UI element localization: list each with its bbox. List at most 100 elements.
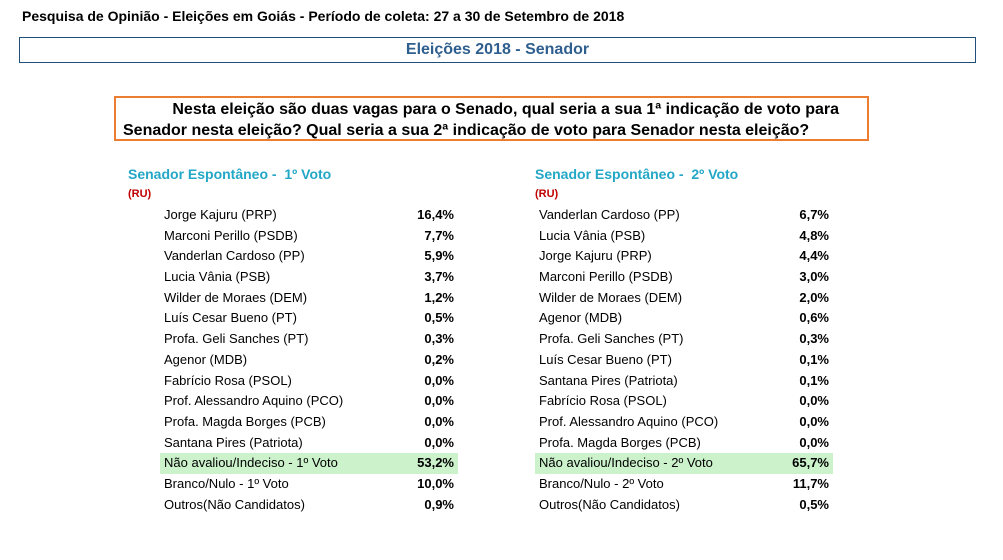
table-row: Vanderlan Cardoso (PP) 5,9% [160,246,458,267]
candidate-name: Wilder de Moraes (DEM) [539,289,683,305]
table-row: Wilder de Moraes (DEM) 2,0% [535,288,833,309]
vote-percentage: 3,0% [799,269,829,285]
first-vote-note: (RU) [128,188,152,200]
vote-percentage: 2,0% [799,289,829,305]
vote-percentage: 0,1% [799,351,829,367]
candidate-name: Outros(Não Candidatos) [164,496,305,512]
candidate-name: Fabrício Rosa (PSOL) [539,393,667,409]
table-row: Marconi Perillo (PSDB) 3,0% [535,267,833,288]
candidate-name: Fabrício Rosa (PSOL) [164,372,292,388]
candidate-name: Prof. Alessandro Aquino (PCO) [539,413,719,429]
vote-percentage: 3,7% [424,269,454,285]
candidate-name: Profa. Magda Borges (PCB) [539,434,701,450]
table-row: Profa. Geli Sanches (PT) 0,3% [535,329,833,350]
vote-percentage: 1,2% [424,289,454,305]
vote-percentage: 0,6% [799,310,829,326]
candidate-name: Jorge Kajuru (PRP) [164,207,277,222]
table-row: Lucia Vânia (PSB) 3,7% [160,267,458,288]
vote-percentage: 0,0% [424,413,454,429]
vote-percentage: 0,0% [424,434,454,450]
table-row: Fabrício Rosa (PSOL) 0,0% [535,391,833,412]
vote-percentage: 0,0% [424,393,454,409]
vote-percentage: 10,0% [417,475,454,491]
second-vote-note: (RU) [535,188,559,200]
table-row: Jorge Kajuru (PRP) 4,4% [535,246,833,267]
section-banner: Eleições 2018 - Senador [19,37,976,63]
vote-percentage: 0,1% [799,372,829,388]
candidate-name: Marconi Perillo (PSDB) [164,227,298,243]
vote-percentage: 6,7% [799,207,829,222]
candidate-name: Profa. Geli Sanches (PT) [539,331,684,347]
candidate-name: Lucia Vânia (PSB) [164,269,271,285]
candidate-name: Vanderlan Cardoso (PP) [539,207,680,222]
table-row: Marconi Perillo (PSDB) 7,7% [160,226,458,247]
vote-percentage: 5,9% [424,248,454,264]
candidate-name: Marconi Perillo (PSDB) [539,269,673,285]
candidate-name: Não avaliou/Indeciso - 2º Voto [539,455,713,471]
candidate-name: Agenor (MDB) [539,310,623,326]
second-vote-table: Vanderlan Cardoso (PP) 6,7% Lucia Vânia (P… [535,205,833,515]
table-row: Luís Cesar Bueno (PT) 0,5% [160,308,458,329]
vote-percentage: 0,0% [424,372,454,388]
first-vote-table: Jorge Kajuru (PRP) 16,4% Marconi Perillo (… [160,205,458,515]
vote-percentage: 0,9% [424,496,454,512]
vote-percentage: 0,0% [799,393,829,409]
candidate-name: Prof. Alessandro Aquino (PCO) [164,393,344,409]
first-vote-title: Senador Espontâneo - 1º Voto [128,166,332,182]
table-row: Luís Cesar Bueno (PT) 0,1% [535,350,833,371]
candidate-name: Jorge Kajuru (PRP) [539,248,652,264]
table-row: Wilder de Moraes (DEM) 1,2% [160,288,458,309]
vote-percentage: 7,7% [424,227,454,243]
table-row: Branco/Nulo - 2º Voto 11,7% [535,474,833,495]
table-row: Branco/Nulo - 1º Voto 10,0% [160,474,458,495]
vote-percentage: 0,0% [799,413,829,429]
table-row: Vanderlan Cardoso (PP) 6,7% [535,205,833,226]
vote-percentage: 0,5% [424,310,454,326]
table-row: Outros(Não Candidatos) 0,5% [535,495,833,516]
vote-percentage: 0,2% [424,351,454,367]
candidate-name: Agenor (MDB) [164,351,248,367]
vote-percentage: 11,7% [792,475,829,491]
candidate-name: Wilder de Moraes (DEM) [164,289,308,305]
table-row: Agenor (MDB) 0,6% [535,308,833,329]
candidate-name: Vanderlan Cardoso (PP) [164,248,305,264]
candidate-name: Outros(Não Candidatos) [539,496,680,512]
table-row: Não avaliou/Indeciso - 1º Voto 53,2% [160,453,458,474]
candidate-name: Luís Cesar Bueno (PT) [539,351,672,367]
question-box: Nesta eleição são duas vagas para o Sena… [114,96,869,141]
table-row: Santana Pires (Patriota) 0,0% [160,433,458,454]
vote-percentage: 0,5% [799,496,829,512]
table-row: Profa. Magda Borges (PCB) 0,0% [535,433,833,454]
candidate-name: Santana Pires (Patriota) [539,372,678,388]
candidate-name: Profa. Geli Sanches (PT) [164,331,309,347]
table-row: Agenor (MDB) 0,2% [160,350,458,371]
second-vote-title: Senador Espontâneo - 2º Voto [535,166,739,182]
page-title: Pesquisa de Opinião - Eleições em Goiás … [22,8,625,24]
table-row: Profa. Geli Sanches (PT) 0,3% [160,329,458,350]
candidate-name: Branco/Nulo - 1º Voto [164,475,289,491]
candidate-name: Lucia Vânia (PSB) [539,227,646,243]
table-row: Fabrício Rosa (PSOL) 0,0% [160,371,458,392]
vote-percentage: 4,8% [799,227,829,243]
table-row: Lucia Vânia (PSB) 4,8% [535,226,833,247]
table-row: Outros(Não Candidatos) 0,9% [160,495,458,516]
table-row: Não avaliou/Indeciso - 2º Voto 65,7% [535,453,833,474]
table-row: Profa. Magda Borges (PCB) 0,0% [160,412,458,433]
question-line-1: Nesta eleição são duas vagas para o Sena… [172,101,839,118]
table-row: Santana Pires (Patriota) 0,1% [535,371,833,392]
vote-percentage: 0,3% [799,331,829,347]
candidate-name: Branco/Nulo - 2º Voto [539,475,664,491]
vote-percentage: 0,3% [424,331,454,347]
candidate-name: Santana Pires (Patriota) [164,434,303,450]
vote-percentage: 4,4% [799,248,829,264]
vote-percentage: 0,0% [799,434,829,450]
candidate-name: Profa. Magda Borges (PCB) [164,413,326,429]
vote-percentage: 65,7% [792,455,829,471]
candidate-name: Não avaliou/Indeciso - 1º Voto [164,455,338,471]
table-row: Prof. Alessandro Aquino (PCO) 0,0% [160,391,458,412]
candidate-name: Luís Cesar Bueno (PT) [164,310,297,326]
question-line-2: Senador nesta eleição? Qual seria a sua … [123,122,810,139]
table-row: Prof. Alessandro Aquino (PCO) 0,0% [535,412,833,433]
vote-percentage: 16,4% [417,207,454,222]
table-row: Jorge Kajuru (PRP) 16,4% [160,205,458,226]
